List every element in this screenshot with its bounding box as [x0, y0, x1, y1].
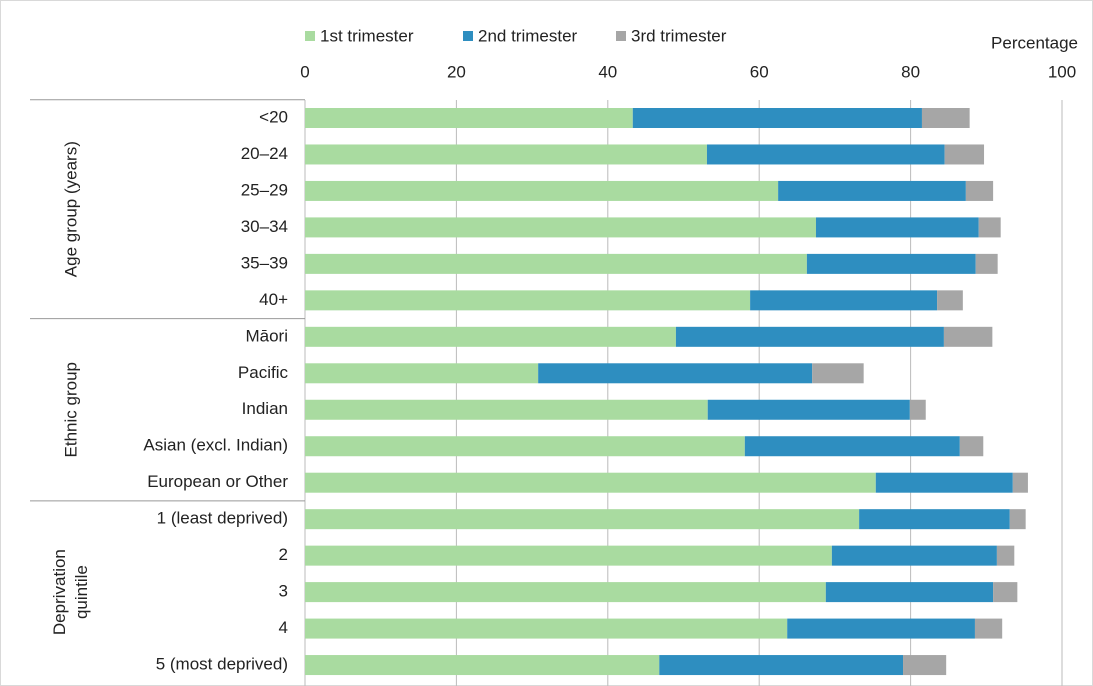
x-tick-label: 20: [447, 62, 466, 81]
bar-segment: [305, 582, 826, 603]
bar-segment: [305, 180, 779, 201]
bar-segment: [831, 545, 997, 566]
bar-segment: [305, 618, 788, 639]
bar-segment: [1009, 509, 1026, 530]
bar-segment: [305, 326, 676, 347]
bar-segment: [706, 144, 945, 165]
bar-segment: [815, 217, 979, 238]
bar-segment: [305, 436, 745, 457]
legend-label: 2nd trimester: [478, 26, 578, 45]
bar-segment: [944, 144, 985, 165]
bar-segment: [859, 509, 1010, 530]
group-label-line: Deprivation: [50, 549, 69, 635]
y-tick-label: 4: [279, 618, 288, 637]
bar-segment: [965, 180, 994, 201]
y-tick-label: Māori: [245, 326, 288, 345]
legend-swatch: [305, 31, 315, 41]
bar-segment: [305, 290, 751, 311]
y-tick-label: European or Other: [147, 472, 288, 491]
bar-segment: [903, 655, 947, 676]
group-label-line: quintile: [72, 565, 91, 619]
legend-label: 1st trimester: [320, 26, 414, 45]
legend-swatch: [616, 31, 626, 41]
axis-title: Percentage: [991, 33, 1078, 52]
bar-segment: [959, 436, 984, 457]
bar-segment: [659, 655, 904, 676]
bar-segment: [305, 253, 807, 274]
bar-segment: [937, 290, 963, 311]
bar-segment: [993, 582, 1018, 603]
bar-segment: [538, 363, 813, 384]
bar-segment: [305, 108, 633, 128]
y-tick-label: 40+: [259, 290, 288, 309]
bar-segment: [675, 326, 944, 347]
y-tick-label: Indian: [242, 399, 288, 418]
group-label: Ethnic group: [61, 362, 80, 457]
group-label: Age group (years): [61, 141, 80, 277]
legend-label: 3rd trimester: [631, 26, 727, 45]
bar-segment: [778, 180, 966, 201]
bar-segment: [305, 472, 876, 493]
bar-segment: [812, 363, 864, 384]
y-tick-label: 35–39: [241, 253, 288, 272]
y-tick-label: 3: [279, 582, 288, 601]
bar-segment: [875, 472, 1013, 493]
bar-segment: [996, 545, 1015, 566]
y-tick-label: 20–24: [241, 144, 288, 163]
bar-segment: [744, 436, 960, 457]
y-tick-label: 5 (most deprived): [156, 655, 288, 674]
y-tick-label: 1 (least deprived): [157, 509, 288, 528]
legend-swatch: [463, 31, 473, 41]
bar-segment: [825, 582, 994, 603]
y-tick-label: 30–34: [241, 217, 288, 236]
bar-segment: [975, 253, 998, 274]
bar-segment: [978, 217, 1001, 238]
bar-segment: [305, 144, 707, 165]
bar-segment: [305, 509, 860, 530]
bar-segment: [909, 399, 926, 420]
bar-segment: [305, 399, 708, 420]
bar-segment: [632, 108, 922, 128]
x-tick-label: 60: [750, 62, 769, 81]
x-tick-label: 80: [901, 62, 920, 81]
bar-segment: [1012, 472, 1028, 493]
bar-segment: [806, 253, 976, 274]
bar-segment: [305, 655, 660, 676]
bar-segment: [921, 108, 970, 128]
group-label: Deprivation quintile: [50, 549, 91, 635]
y-tick-label: 25–29: [241, 180, 288, 199]
bar-segment: [974, 618, 1003, 639]
y-tick-label: Asian (excl. Indian): [143, 436, 288, 455]
bar-segment: [787, 618, 975, 639]
x-tick-label: 0: [300, 62, 309, 81]
bar-segment: [943, 326, 993, 347]
bar-segment: [305, 545, 832, 566]
y-tick-label: 2: [279, 545, 288, 564]
x-tick-label: 100: [1048, 62, 1076, 81]
bar-segment: [305, 363, 539, 384]
bar-segment: [305, 217, 816, 238]
y-tick-label: <20: [259, 107, 288, 126]
y-tick-label: Pacific: [238, 363, 289, 382]
bar-segment: [707, 399, 910, 420]
x-tick-label: 40: [598, 62, 617, 81]
bar-segment: [750, 290, 938, 311]
